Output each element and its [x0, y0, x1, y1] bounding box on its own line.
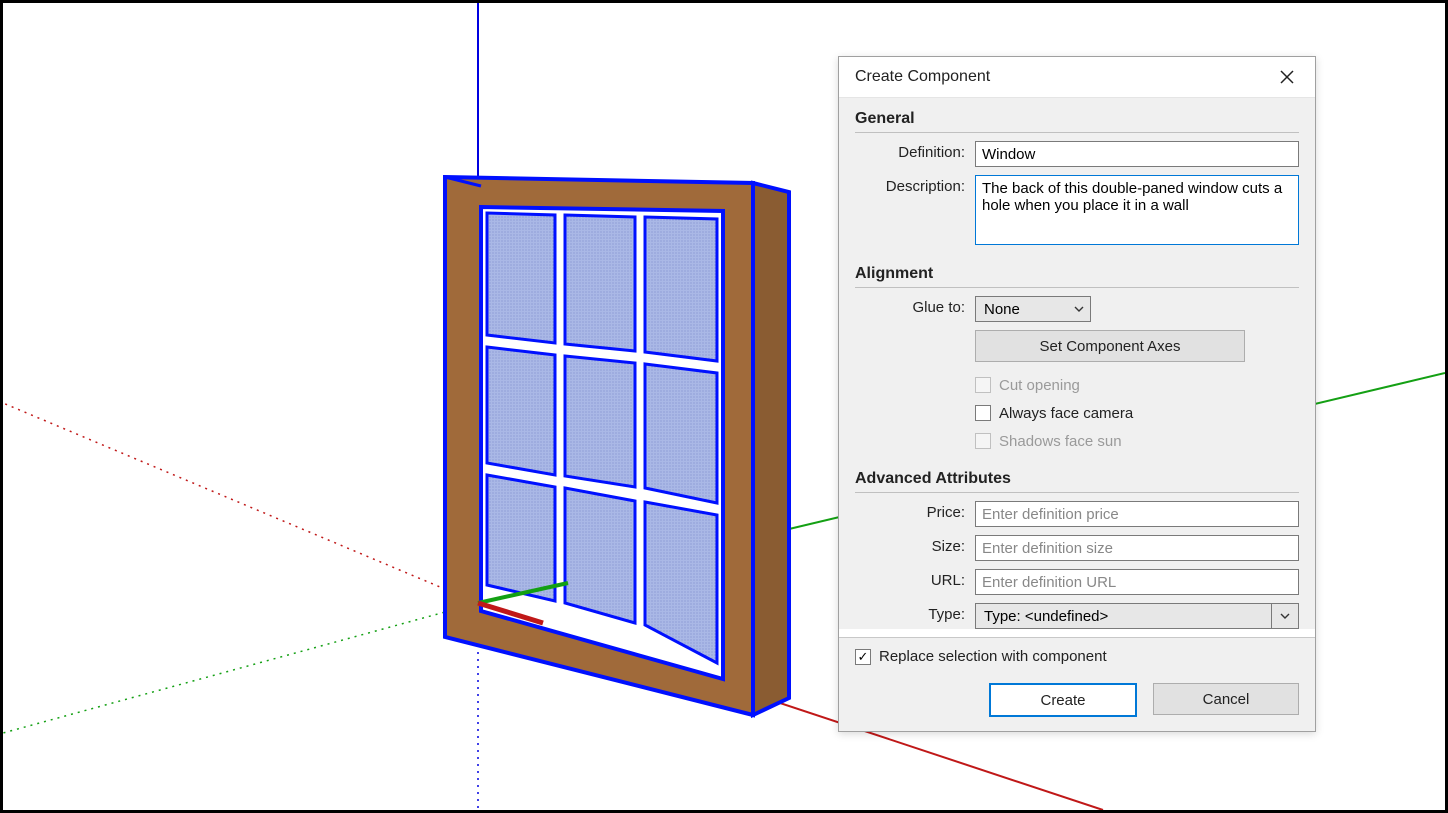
- label-description: Description:: [855, 175, 975, 195]
- description-textarea[interactable]: The back of this double-paned window cut…: [975, 175, 1299, 245]
- cancel-button[interactable]: Cancel: [1153, 683, 1299, 715]
- label-size: Size:: [855, 535, 975, 555]
- glue-to-value: None: [984, 301, 1020, 318]
- replace-selection-label: Replace selection with component: [879, 648, 1107, 665]
- label-type: Type:: [855, 603, 975, 623]
- glue-to-select[interactable]: None: [975, 296, 1091, 322]
- create-button[interactable]: Create: [989, 683, 1137, 717]
- set-component-axes-button[interactable]: Set Component Axes: [975, 330, 1245, 362]
- size-input[interactable]: [975, 535, 1299, 561]
- price-input[interactable]: [975, 501, 1299, 527]
- cut-opening-checkbox: [975, 377, 991, 393]
- label-definition: Definition:: [855, 141, 975, 161]
- section-general: General: [855, 102, 1299, 133]
- type-select[interactable]: Type: <undefined>: [975, 603, 1299, 629]
- type-value: Type: <undefined>: [984, 608, 1108, 625]
- label-price: Price:: [855, 501, 975, 521]
- chevron-down-icon: [1280, 613, 1290, 619]
- section-alignment: Alignment: [855, 257, 1299, 288]
- definition-input[interactable]: [975, 141, 1299, 167]
- create-component-dialog: Create Component General Definition: Des…: [838, 56, 1316, 732]
- chevron-down-icon: [1074, 306, 1084, 312]
- always-face-camera-label: Always face camera: [999, 405, 1133, 422]
- url-input[interactable]: [975, 569, 1299, 595]
- label-glue-to: Glue to:: [855, 296, 975, 316]
- cut-opening-label: Cut opening: [999, 377, 1080, 394]
- shadows-face-sun-label: Shadows face sun: [999, 433, 1122, 450]
- label-url: URL:: [855, 569, 975, 589]
- always-face-camera-checkbox[interactable]: [975, 405, 991, 421]
- section-advanced: Advanced Attributes: [855, 462, 1299, 493]
- titlebar: Create Component: [839, 57, 1315, 98]
- shadows-face-sun-checkbox: [975, 433, 991, 449]
- close-icon[interactable]: [1269, 63, 1305, 91]
- dialog-title: Create Component: [855, 68, 990, 86]
- replace-selection-checkbox[interactable]: [855, 649, 871, 665]
